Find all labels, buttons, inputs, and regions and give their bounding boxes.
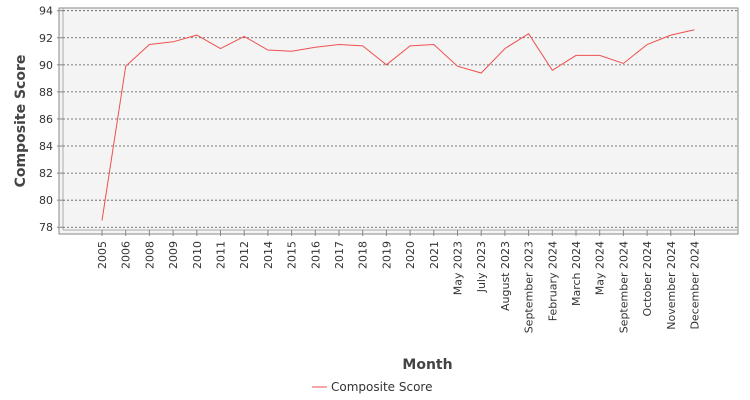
y-tick-label: 94 (39, 5, 53, 18)
y-tick-label: 92 (39, 32, 53, 45)
x-tick-label: December 2024 (689, 241, 702, 330)
legend-label: Composite Score (331, 380, 432, 394)
y-tick-label: 84 (39, 140, 53, 153)
x-tick-label: 2006 (120, 241, 133, 269)
x-tick-label: November 2024 (665, 241, 678, 330)
x-tick-label: 2019 (380, 241, 393, 269)
x-tick-label: July 2023 (475, 241, 488, 293)
plot-area (58, 7, 739, 235)
x-tick-label: 2012 (238, 241, 251, 269)
y-tick-label: 80 (39, 194, 53, 207)
x-tick-label: 2009 (167, 241, 180, 269)
x-axis-title: Month (402, 357, 452, 373)
x-tick-label: 2014 (262, 241, 275, 269)
x-tick-label: September 2023 (523, 241, 536, 333)
legend: Composite Score (312, 380, 432, 394)
x-tick-label: 2020 (404, 241, 417, 269)
x-tick-label: September 2024 (617, 241, 630, 333)
y-axis-title: Composite Score (13, 55, 29, 188)
x-tick-label: 2010 (191, 241, 204, 269)
y-tick-label: 90 (39, 59, 53, 72)
x-tick-label: 2015 (286, 241, 299, 269)
gridlines (62, 8, 738, 231)
x-tick-label: 2016 (309, 241, 322, 269)
series-layer (101, 29, 695, 221)
x-tick-label: 2018 (357, 241, 370, 269)
x-tick-label: 2017 (333, 241, 346, 269)
x-tick-label: 2021 (428, 241, 441, 269)
x-tick-label: May 2023 (452, 241, 465, 295)
x-tick-label: February 2024 (546, 241, 559, 321)
x-tick-label: 2011 (215, 241, 228, 269)
x-tick-label: 2008 (143, 241, 156, 269)
y-tick-label: 78 (39, 221, 53, 234)
y-tick-label: 88 (39, 86, 53, 99)
x-tick-label: October 2024 (641, 241, 654, 317)
y-axis-ticks: 78 80 82 84 86 88 90 92 94 (39, 5, 63, 234)
x-axis-ticks: 2005 2006 2008 2009 2010 2011 2012 2014 2015 2016… (96, 230, 702, 333)
series-line (101, 29, 695, 221)
y-tick-label: 82 (39, 167, 53, 180)
y-tick-label: 86 (39, 113, 53, 126)
x-tick-label: March 2024 (570, 241, 583, 306)
x-tick-label: 2005 (96, 241, 109, 269)
x-tick-label: August 2023 (499, 241, 512, 311)
x-tick-label: May 2024 (594, 241, 607, 295)
